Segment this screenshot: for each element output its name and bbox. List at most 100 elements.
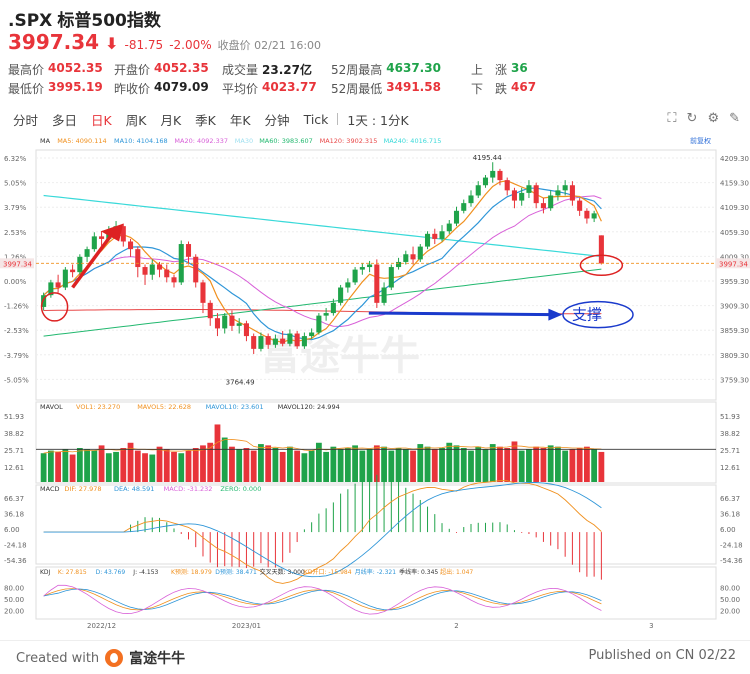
tab-8[interactable]: Tick — [303, 111, 329, 127]
left-price-tag: 3997.34 — [3, 260, 32, 268]
panel-frame-2 — [35, 484, 717, 565]
volume-bar — [460, 448, 467, 482]
volume-bar — [395, 448, 402, 482]
kdj-legend-item: KD开口: -15.984 — [304, 569, 352, 576]
candle-body — [381, 287, 387, 303]
volume-bar — [330, 446, 337, 482]
candle-body — [149, 264, 155, 275]
volume-bar — [221, 437, 228, 482]
settings-icon[interactable]: ⚙ — [707, 111, 720, 126]
tab-1[interactable]: 多日 — [52, 112, 78, 128]
kdj-tick-left: 50.00 — [4, 596, 24, 604]
candle-body — [272, 338, 278, 345]
candle-body — [128, 241, 134, 250]
tab-4[interactable]: 月K — [160, 112, 182, 128]
stat-down-count: 467 — [511, 80, 537, 94]
volume-bar — [315, 442, 322, 482]
refresh-icon[interactable]: ↻ — [686, 111, 698, 126]
tab-2[interactable]: 日K — [91, 112, 112, 128]
candle-body — [461, 203, 467, 211]
volume-bar — [207, 442, 214, 482]
volume-bar — [301, 453, 308, 482]
candle-body — [374, 264, 380, 303]
last-price-tag: 3997.34 — [719, 260, 748, 268]
volume-bar — [489, 444, 496, 482]
candle-body — [482, 177, 489, 186]
candle-body — [142, 267, 148, 275]
stat-label: 最低价 — [8, 82, 45, 96]
created-with: Created with 富途牛牛 — [16, 648, 185, 668]
last-price-tag-bg — [716, 258, 750, 269]
candle-body — [294, 333, 300, 347]
last-price: 3997.34 — [8, 30, 100, 54]
x-tick: 2 — [454, 622, 458, 630]
candle-body — [164, 269, 170, 278]
volume-bar — [497, 446, 503, 482]
fullscreen-icon[interactable]: ⛶ — [667, 111, 677, 126]
volume-bar — [178, 453, 185, 482]
candle-body — [526, 185, 532, 193]
tab-3[interactable]: 周K — [125, 112, 147, 128]
volume-bar — [431, 449, 438, 482]
tab-9[interactable]: 1天 : 1分K — [347, 112, 409, 128]
tab-7[interactable]: 分钟 — [264, 112, 290, 128]
annotation-circle-1 — [40, 292, 69, 322]
ma-legend-item: MA120: 3902.315 — [320, 137, 378, 145]
volume-bar — [200, 445, 206, 482]
volume-bar — [337, 449, 344, 482]
volume-bar — [518, 450, 525, 482]
y-tick-left: 5.05% — [4, 180, 27, 188]
stat-high: 4052.35 — [48, 61, 103, 75]
header: .SPX 标普500指数 — [8, 6, 161, 31]
vol-tick-left: 38.82 — [4, 430, 24, 438]
stat-label: 上 涨 — [471, 63, 508, 77]
volume-bar — [236, 449, 243, 482]
stat-low: 3995.19 — [48, 80, 103, 94]
volume-bar — [229, 446, 235, 482]
volume-bar — [192, 448, 199, 482]
kdj-legend-item: D: 43.769 — [96, 569, 126, 576]
macd-tick-left: 66.37 — [4, 495, 24, 503]
candle-body — [490, 170, 496, 178]
y-tick-right: 3909.30 — [720, 303, 749, 311]
volume-bar — [373, 445, 380, 482]
volume-bar — [446, 442, 453, 482]
candle-body — [55, 282, 61, 288]
stat-label: 昨收价 — [114, 82, 151, 96]
candle-body — [577, 200, 583, 211]
volume-bar — [366, 449, 373, 482]
volume-bar — [511, 441, 518, 482]
ma-legend-item: MA30 — [235, 137, 253, 145]
kdj-legend-item: 超出: 1.047 — [440, 568, 473, 576]
macd-legend-item: DIF: 27.978 — [64, 485, 101, 493]
vol-legend-item: MAVOL120: 24.994 — [278, 403, 340, 411]
candle-body — [359, 267, 365, 270]
stat-open: 4052.35 — [154, 61, 209, 75]
volume-bar — [569, 449, 576, 482]
volume-bar — [91, 450, 98, 482]
tab-6[interactable]: 年K — [229, 112, 251, 128]
y-tick-left: 6.32% — [4, 155, 27, 163]
candle-body — [432, 233, 438, 239]
candle-body — [77, 256, 83, 273]
kdj-tick-right: 80.00 — [720, 585, 740, 593]
volume-bar — [504, 448, 511, 482]
candle-body — [330, 302, 336, 314]
toolbar-icons: ⛶ ↻ ⚙ ✎ — [667, 111, 740, 126]
draw-icon[interactable]: ✎ — [729, 111, 740, 126]
ma-legend-item: MA5: 4090.114 — [57, 137, 106, 145]
price-change-pct: -2.00% — [169, 38, 212, 52]
stat-label: 下 跌 — [471, 82, 508, 96]
stock-symbol: .SPX — [8, 11, 53, 31]
tab-0[interactable]: 分时 — [13, 112, 39, 128]
ma-legend-item: MA — [40, 137, 51, 145]
macd-tick-left: -54.36 — [4, 557, 27, 565]
y-tick-left: -3.79% — [4, 352, 29, 360]
stat-label: 平均价 — [222, 82, 259, 96]
candle-body — [540, 203, 546, 209]
stock-chart[interactable]: 4209.30 6.32% 4159.30 5.05% 4109.30 3.79% 4059… — [0, 134, 750, 634]
candle-body — [453, 210, 460, 224]
ma60-line — [43, 268, 602, 337]
tab-5[interactable]: 季K — [195, 112, 216, 128]
kdj-k-line — [43, 588, 602, 611]
